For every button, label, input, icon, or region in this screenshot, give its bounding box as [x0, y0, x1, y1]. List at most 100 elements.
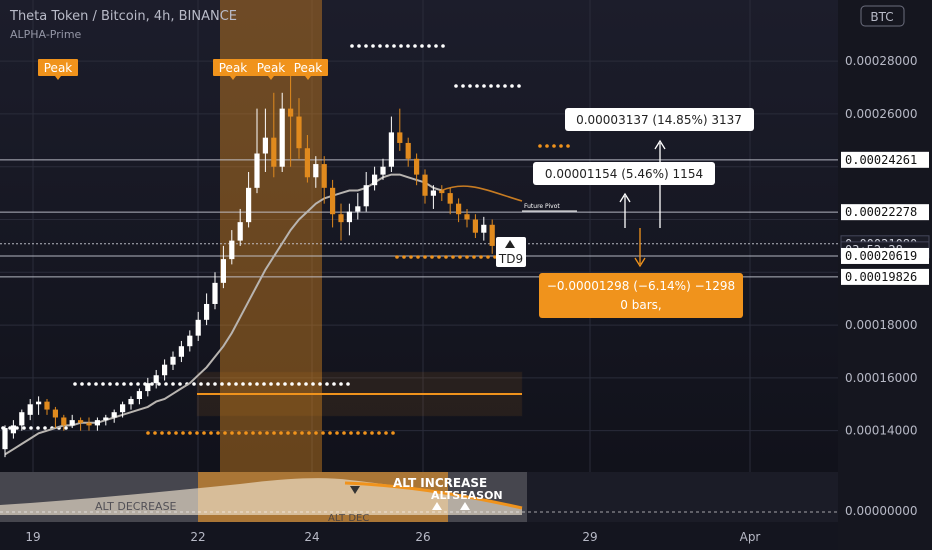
pivot-dot: [36, 426, 40, 430]
candle-body: [103, 417, 109, 421]
peak-label: Peak: [257, 61, 286, 75]
pivot-dot: [482, 84, 486, 88]
pivot-dot-orange: [458, 255, 462, 259]
chart-title: Theta Token / Bitcoin, 4h, BINANCE: [9, 9, 237, 24]
zero-value-label: 0.00000000: [845, 504, 918, 518]
measure-box-large: [565, 108, 754, 131]
pivot-dot: [454, 84, 458, 88]
pivot-dot: [220, 382, 224, 386]
candle-body: [271, 137, 277, 167]
candle-body: [229, 240, 235, 260]
candle-body: [388, 132, 394, 167]
pivot-dot-orange: [493, 255, 497, 259]
x-tick-label: Apr: [740, 530, 761, 544]
candle-body: [94, 420, 100, 426]
pivot-dot-orange: [479, 255, 483, 259]
candle-body: [456, 203, 462, 215]
price-label-text: 0.00020619: [845, 249, 917, 263]
pivot-dot: [80, 382, 84, 386]
alt-increase-label: ALT INCREASE: [393, 476, 487, 490]
candle-body: [489, 224, 495, 246]
pivot-dot-orange: [286, 431, 290, 435]
candle-body: [363, 185, 369, 207]
candle-body: [262, 137, 268, 154]
currency-badge[interactable]: BTC: [860, 5, 905, 27]
peak-label: Peak: [219, 61, 248, 75]
pivot-dot-orange: [167, 431, 171, 435]
down-triangle-marker: [350, 486, 360, 494]
alt-dec-label: ALT DEC: [328, 513, 369, 524]
pivot-dot: [129, 382, 133, 386]
pivot-dot: [64, 426, 68, 430]
peak-badge-pointer: [305, 76, 311, 80]
pivot-dot-orange: [356, 431, 360, 435]
pivot-dot-orange: [223, 431, 227, 435]
price-label-box: [841, 247, 929, 264]
pivot-dot: [364, 44, 368, 48]
pivot-dot: [461, 84, 465, 88]
pivot-dot: [406, 44, 410, 48]
pivot-dot-orange: [251, 431, 255, 435]
pivot-dot: [496, 84, 500, 88]
candle-body: [162, 364, 168, 376]
candle-body: [237, 222, 243, 241]
x-tick-label: 24: [304, 530, 319, 544]
candle-body: [69, 420, 75, 426]
pivot-dot: [325, 382, 329, 386]
pivot-dot: [489, 84, 493, 88]
candle-body: [254, 153, 260, 188]
pivot-dot: [171, 382, 175, 386]
candle-body: [187, 335, 193, 347]
pivot-dot: [43, 426, 47, 430]
pivot-dot-orange: [430, 255, 434, 259]
pivot-dot: [262, 382, 266, 386]
currency-badge-label: BTC: [870, 10, 893, 24]
candle-body: [464, 214, 470, 220]
peak-badge: [251, 59, 291, 76]
peak-badge-pointer: [55, 76, 61, 80]
pivot-dot: [517, 84, 521, 88]
td9-arrow: [505, 240, 515, 248]
candle-body: [288, 108, 294, 117]
candle-body: [313, 164, 319, 178]
y-tick-label: 0.00026000: [845, 107, 918, 121]
pivot-dot-orange: [146, 431, 150, 435]
pivot-dot: [255, 382, 259, 386]
pivot-dot-orange: [465, 255, 469, 259]
peak-label: Peak: [44, 61, 73, 75]
price-label-text: 0.00019826: [845, 270, 917, 284]
y-tick-label: 0.00018000: [845, 318, 918, 332]
candle-body: [153, 375, 159, 384]
candle-body: [279, 108, 285, 167]
candle-body: [246, 187, 252, 223]
pivot-dot-orange: [258, 431, 262, 435]
pivot-dot-orange: [472, 255, 476, 259]
pivot-dot-orange: [370, 431, 374, 435]
pivot-dot-orange: [423, 255, 427, 259]
pivot-dot-orange: [416, 255, 420, 259]
pivot-dot: [108, 382, 112, 386]
sma-line: [4, 173, 443, 456]
candle-body: [145, 383, 151, 392]
candle-body: [86, 422, 92, 426]
pivot-dot: [115, 382, 119, 386]
candlesticks: [2, 71, 495, 458]
x-tick-label: 26: [415, 530, 430, 544]
td9-label: TD9: [498, 252, 523, 266]
pivot-dot-orange: [265, 431, 269, 435]
price-label-box: [841, 204, 929, 221]
measure-text-large: 0.00003137 (14.85%) 3137: [576, 113, 742, 127]
measure-arrowhead-large: [654, 139, 666, 150]
pivot-dot: [122, 382, 126, 386]
pivot-dot: [101, 382, 105, 386]
x-tick-label: 29: [582, 530, 597, 544]
candle-body: [220, 259, 226, 283]
pivot-dot-orange: [377, 431, 381, 435]
pivot-dot: [206, 382, 210, 386]
measure-text-small: 0.00001154 (5.46%) 1154: [545, 167, 703, 181]
pivot-dot: [234, 382, 238, 386]
pivot-dot: [213, 382, 217, 386]
